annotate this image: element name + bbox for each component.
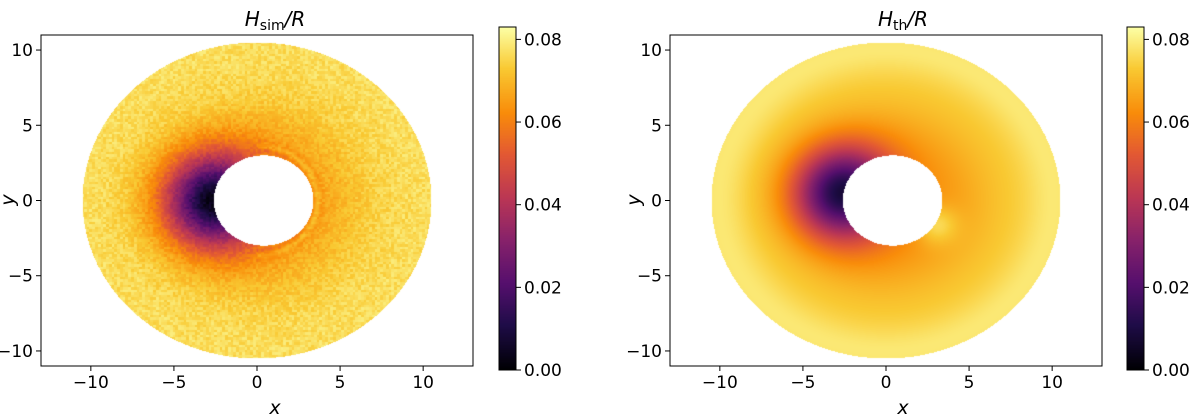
plot-title: Hsim/R: [245, 7, 306, 34]
plot-title: Hth/R: [878, 7, 928, 34]
x-tick-label: −10: [73, 373, 109, 393]
colorbar-image: [499, 27, 516, 370]
y-axis-label: y: [0, 194, 19, 207]
y-tick-label: −10: [626, 342, 662, 362]
colorbar-tick-label: 0.08: [524, 30, 562, 50]
y-tick-label: 5: [651, 116, 662, 136]
colorbar-tick-label: 0.02: [1152, 278, 1190, 298]
y-tick-label: 0: [22, 192, 33, 212]
colorbar-tick-label: 0.04: [1152, 196, 1190, 216]
y-tick-label: −5: [8, 267, 33, 287]
x-tick-label: 0: [252, 373, 263, 393]
heatmap-image: [41, 35, 473, 366]
y-ticks: −10 −5 0 5 10: [0, 41, 41, 362]
y-ticks: −10 −5 0 5 10: [626, 41, 670, 362]
colorbar-tick-label: 0.06: [524, 113, 562, 133]
colorbar-frame: [1126, 26, 1145, 371]
colorbar-tick-label: 0.00: [524, 361, 562, 381]
y-tick-label: 10: [11, 41, 33, 61]
colorbar-tick-label: 0.04: [524, 196, 562, 216]
y-tick-label: −10: [0, 342, 33, 362]
colorbar-tick-label: 0.00: [1152, 361, 1190, 381]
x-tick-label: −10: [702, 373, 738, 393]
x-tick-label: −5: [161, 373, 186, 393]
colorbar-ticks: 0.00 0.02 0.04 0.06 0.08: [1144, 30, 1190, 381]
colorbar-tick-label: 0.06: [1152, 113, 1190, 133]
x-ticks: −10 −5 0 5 10: [73, 366, 434, 393]
heatmap-image: [670, 35, 1102, 366]
colorbar-tick-label: 0.02: [524, 278, 562, 298]
x-tick-label: −5: [790, 373, 815, 393]
x-tick-label: 10: [1041, 373, 1063, 393]
y-tick-label: 5: [22, 116, 33, 136]
x-tick-label: 0: [881, 373, 892, 393]
colorbar-image: [1127, 27, 1144, 370]
x-tick-label: 5: [964, 373, 975, 393]
x-axis-label: x: [268, 397, 281, 419]
colorbar-ticks: 0.00 0.02 0.04 0.06 0.08: [516, 30, 562, 381]
y-tick-label: 10: [640, 41, 662, 61]
x-tick-label: 10: [412, 373, 434, 393]
colorbar-tick-label: 0.08: [1152, 30, 1190, 50]
y-tick-label: 0: [651, 192, 662, 212]
x-axis-label: x: [896, 397, 909, 419]
x-ticks: −10 −5 0 5 10: [702, 366, 1063, 393]
y-axis-label: y: [623, 194, 645, 207]
y-tick-label: −5: [637, 267, 662, 287]
x-tick-label: 5: [335, 373, 346, 393]
colorbar-frame: [498, 26, 517, 371]
